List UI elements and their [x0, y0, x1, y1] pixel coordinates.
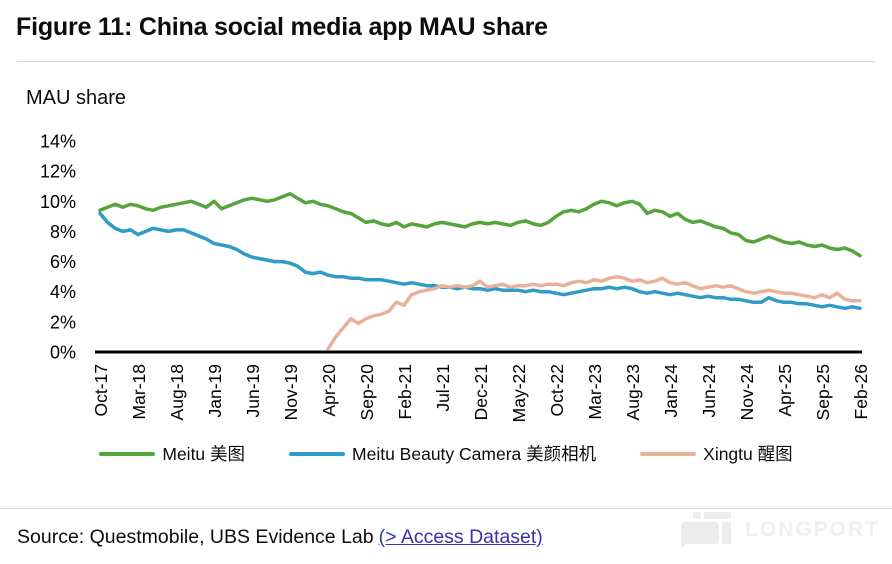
- source-text: Source: Questmobile, UBS Evidence Lab: [17, 526, 374, 548]
- legend-item-beauty-camera: Meitu Beauty Camera 美颜相机: [289, 441, 596, 466]
- x-tick-label: Jun-19: [243, 364, 263, 418]
- x-tick-label: Nov-19: [281, 364, 301, 420]
- series-line-xingtu: [326, 274, 862, 351]
- x-tick-label: Jan-24: [661, 364, 681, 418]
- x-tick-label: Jul-21: [433, 364, 453, 412]
- source-note: Source: Questmobile, UBS Evidence Lab (> …: [17, 526, 543, 549]
- access-dataset-link[interactable]: (> Access Dataset): [378, 526, 543, 548]
- x-tick-label: Oct-22: [547, 364, 567, 417]
- y-axis-title: MAU share: [26, 87, 127, 109]
- x-tick-label: Apr-20: [319, 364, 339, 417]
- y-tick-label: 0%: [50, 343, 76, 363]
- y-tick-label: 12%: [40, 162, 76, 182]
- x-tick-label: Sep-20: [357, 364, 377, 421]
- meitu-line-swatch: [99, 451, 156, 456]
- x-tick-label: Aug-23: [623, 364, 643, 420]
- series-line-meitu: [98, 192, 862, 258]
- x-tick-label: Nov-24: [737, 364, 757, 421]
- y-tick-label: 10%: [40, 192, 76, 212]
- legend-label-xingtu: Xingtu 醒图: [703, 444, 793, 464]
- y-tick-label: 2%: [50, 312, 76, 332]
- x-tick-label: Mar-23: [585, 364, 605, 419]
- mau-share-line-chart: 0% 2% 4% 6% 8% 10% 12% 14% Oct-17 Mar-18 Aug-18 Jan…: [40, 132, 871, 423]
- watermark-text: LONGPORT: [745, 518, 880, 541]
- beauty-camera-line-swatch: [289, 451, 346, 456]
- x-tick-label: Sep-25: [813, 364, 833, 420]
- x-tick-label: Feb-21: [395, 364, 415, 419]
- legend-item-meitu: Meitu 美图: [99, 441, 245, 466]
- x-tick-label: Dec-21: [471, 364, 491, 420]
- series-line-beauty-camera: [98, 211, 862, 311]
- x-tick-label: Jun-24: [699, 364, 719, 418]
- footer-divider: [0, 508, 892, 509]
- y-tick-label: 4%: [50, 282, 76, 302]
- x-tick-label: Jan-19: [205, 364, 225, 418]
- x-tick-label: Oct-17: [91, 364, 111, 417]
- figure-title: Figure 11: China social media app MAU sh…: [16, 13, 548, 41]
- y-tick-label: 6%: [50, 252, 76, 272]
- y-tick-label: 8%: [50, 222, 76, 242]
- title-divider: [17, 61, 875, 62]
- legend-label-beauty-camera: Meitu Beauty Camera 美颜相机: [352, 444, 597, 464]
- longport-logo-icon: [681, 512, 731, 548]
- x-tick-label: May-22: [509, 364, 529, 422]
- x-tick-label: Mar-18: [129, 364, 149, 419]
- legend-item-xingtu: Xingtu 醒图: [640, 441, 793, 466]
- longport-watermark: LONGPORT: [681, 512, 880, 548]
- xingtu-line-swatch: [640, 451, 697, 456]
- x-tick-label: Apr-25: [775, 364, 795, 417]
- x-tick-label: Feb-26: [851, 364, 871, 419]
- legend-label-meitu: Meitu 美图: [162, 444, 246, 464]
- y-tick-label: 14%: [40, 132, 76, 152]
- x-tick-label: Aug-18: [167, 364, 187, 420]
- chart-legend: Meitu 美图 Meitu Beauty Camera 美颜相机 Xingtu…: [0, 441, 892, 466]
